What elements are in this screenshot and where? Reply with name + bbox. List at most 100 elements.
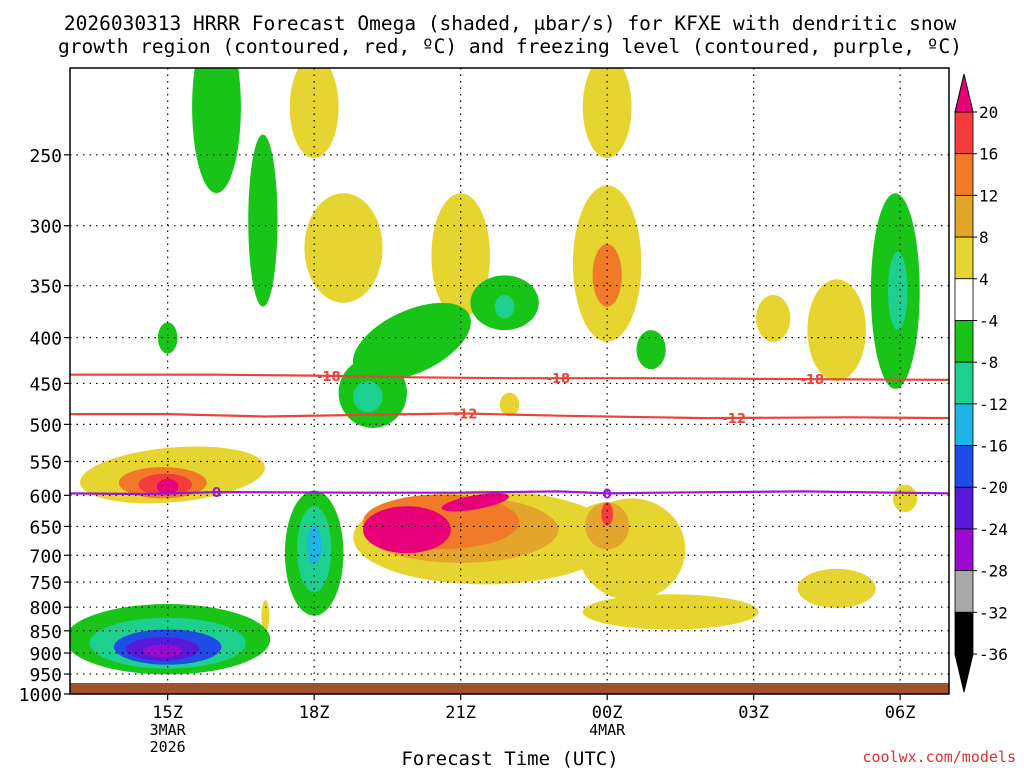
y-tick-label-350: 350 — [29, 277, 62, 298]
x-axis-title: Forecast Time (UTC) — [401, 748, 618, 768]
colorbar-segment-2 — [954, 194, 974, 238]
omega-neg-i3 — [306, 525, 322, 565]
chart-title-line-1: 2026030313 HRRR Forecast Omega (shaded, … — [64, 12, 956, 35]
omega-pos-k4 — [601, 502, 614, 526]
y-tick-label-500: 500 — [29, 415, 62, 436]
colorbar-label-16: 16 — [979, 145, 998, 164]
omega-neg-d-core — [494, 294, 515, 319]
y-tick-label-700: 700 — [29, 546, 62, 567]
y-tick-label-950: 950 — [29, 665, 62, 686]
colorbar-segment-12 — [954, 611, 974, 655]
y-tick-label-1000: 1000 — [19, 685, 62, 706]
y-tick-label-250: 250 — [29, 146, 62, 167]
y-tick-label-800: 800 — [29, 598, 62, 619]
colorbar-label--4: -4 — [979, 311, 998, 330]
omega-shading — [70, 68, 920, 675]
x-tick-label-21Z-0: 21Z — [445, 703, 476, 723]
x-tick-label-18Z-0: 18Z — [299, 703, 330, 723]
y-tick-label-400: 400 — [29, 329, 62, 350]
x-tick-label-15Z-1: 3MAR — [150, 721, 187, 739]
y-tick-label-450: 450 — [29, 374, 62, 395]
x-tick-label-03Z-0: 03Z — [738, 703, 769, 723]
contour-label-dendritic-lower-1: -12 — [722, 412, 746, 427]
contour-label-dendritic-upper-0: -18 — [317, 370, 341, 385]
x-tick-label-15Z-0: 15Z — [152, 703, 183, 723]
colorbar-segment-6 — [954, 361, 974, 405]
omega-pos-n — [892, 484, 918, 513]
gridlines — [70, 68, 949, 694]
x-tick-label-00Z-0: 00Z — [592, 703, 623, 723]
y-tick-label-900: 900 — [29, 644, 62, 665]
colorbar-label--28: -28 — [979, 562, 1008, 581]
omega-pos-c — [304, 193, 383, 303]
chart-title-line-2: growth region (contoured, red, ºC) and f… — [58, 35, 962, 58]
colorbar-segment-1 — [954, 153, 974, 196]
colorbar-label-8: 8 — [979, 228, 989, 247]
colorbar-label--20: -20 — [979, 478, 1008, 497]
omega-pos-j5 — [363, 506, 451, 554]
colorbar-segment-9 — [954, 486, 974, 530]
x-tick-label-06Z-0: 06Z — [885, 703, 916, 723]
colorbar-segment-3 — [954, 236, 974, 280]
colorbar-label-4: 4 — [979, 270, 989, 289]
omega-pos-j6 — [441, 493, 510, 512]
y-tick-label-600: 600 — [29, 486, 62, 507]
contour-label-dendritic-upper-1: -18 — [547, 372, 571, 387]
omega-pos-a — [289, 68, 339, 158]
colorbar-bottom-arrow — [954, 653, 974, 693]
omega-neg-a — [192, 68, 241, 194]
omega-pos-k3 — [585, 502, 630, 550]
x-tick-label-15Z-2: 2026 — [150, 738, 186, 756]
contour-lines: -18 -18 -18 -12 -12 0 0 — [70, 370, 949, 502]
contour-dendritic-lower — [70, 412, 949, 420]
y-tick-label-750: 750 — [29, 573, 62, 594]
omega-pos-h — [499, 392, 520, 417]
colorbar-label-12: 12 — [979, 186, 998, 205]
omega-pos-b — [582, 68, 632, 158]
omega-pos-d — [431, 193, 490, 319]
y-tick-label-550: 550 — [29, 452, 62, 473]
colorbar-label--32: -32 — [979, 603, 1008, 622]
contour-dendritic-upper — [70, 373, 949, 381]
omega-pos-l — [582, 594, 759, 630]
omega-neg-j5 — [143, 644, 183, 658]
contour-label-dendritic-lower-0: -12 — [454, 407, 478, 422]
omega-neg-h-core — [353, 381, 383, 413]
x-tick-label-00Z-1: 4MAR — [589, 721, 626, 739]
colorbar-label--12: -12 — [979, 395, 1008, 414]
omega-pos-g — [807, 279, 866, 382]
plot-frame — [69, 67, 950, 695]
colorbar-segment-11 — [954, 570, 974, 613]
colorbar-label--24: -24 — [979, 520, 1008, 539]
ground-surface — [70, 683, 949, 694]
contour-freezing-level — [70, 490, 949, 496]
colorbar-top-arrow — [954, 73, 974, 113]
colorbar-segment-7 — [954, 403, 974, 446]
y-tick-label-650: 650 — [29, 517, 62, 538]
contour-label-freezing-level-1: 0 — [603, 487, 612, 502]
colorbar-label--8: -8 — [979, 353, 998, 372]
omega-neg-f — [636, 330, 666, 370]
omega-neg-b — [248, 134, 278, 307]
contour-label-dendritic-upper-2: -18 — [801, 373, 825, 388]
colorbar-segment-5 — [954, 320, 974, 363]
colorbar-segment-8 — [954, 445, 974, 488]
y-axis: 2503003504004505005506006507007508008509… — [19, 146, 70, 706]
credit-text: coolwx.com/models — [862, 748, 1016, 766]
colorbar-segment-10 — [954, 528, 974, 572]
colorbar-segment-4 — [954, 278, 974, 321]
omega-pos-f — [756, 294, 791, 342]
omega-pos-o — [261, 600, 270, 632]
contour-label-freezing-level-0: 0 — [212, 486, 221, 501]
colorbar-label--36: -36 — [979, 645, 1008, 664]
omega-pos-m — [797, 568, 876, 608]
colorbar-label-20: 20 — [979, 103, 998, 122]
colorbar-label--16: -16 — [979, 437, 1008, 456]
omega-neg-c-core — [887, 251, 908, 331]
colorbar-segment-0 — [954, 111, 974, 155]
omega-pos-i5 — [156, 478, 179, 495]
omega-pos-e-core — [592, 244, 622, 307]
colorbar: 20 16 12 8 4 -4 -8 -12 -16 -20 -24 -28 -32 -36 — [954, 73, 1008, 693]
